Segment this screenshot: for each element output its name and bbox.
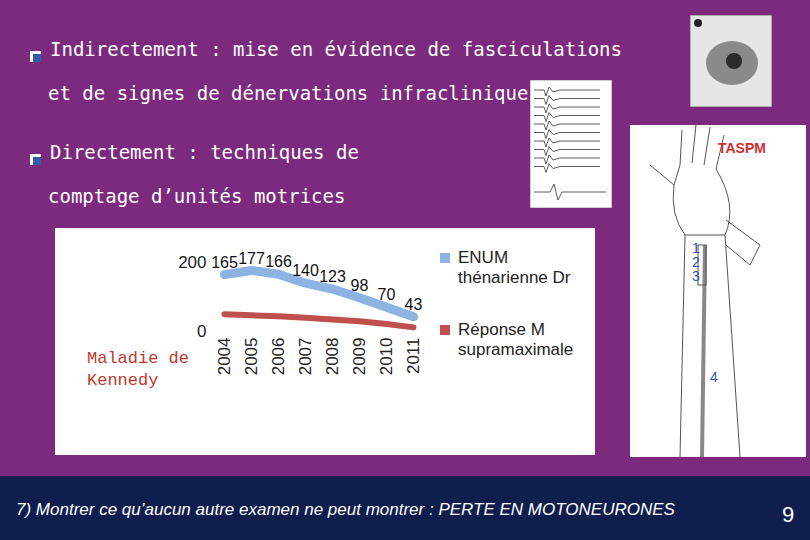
- html-text:Indirectement : mise en éviden: Indirectement : mise en évidence de fasc…: [50, 38, 622, 60]
- html-text:Maladie de Kennedy: Maladie de Kennedy: [87, 349, 189, 390]
- svg-text:98: 98: [351, 277, 369, 294]
- svg-text:2007: 2007: [296, 338, 315, 376]
- html-text:Réponse M supramaximale: Réponse M supramaximale: [458, 320, 574, 359]
- svg-text:2008: 2008: [323, 338, 342, 376]
- html-text:1: 1: [692, 240, 700, 256]
- svg-text:2011: 2011: [404, 338, 423, 375]
- svg-text:43: 43: [405, 296, 423, 313]
- html-text:3: 3: [692, 268, 700, 284]
- svg-text:2009: 2009: [350, 338, 369, 376]
- html-text:ENUM thénarienne Dr: ENUM thénarienne Dr: [458, 248, 571, 287]
- html-text:comptage d’unités motrices: comptage d’unités motrices: [48, 185, 346, 207]
- svg-text:2005: 2005: [242, 338, 261, 376]
- html-text:2: 2: [692, 254, 700, 270]
- svg-text:177: 177: [238, 250, 265, 267]
- html-text:7) Montrer ce qu’aucun autre e: 7) Montrer ce qu’aucun autre examen ne p…: [16, 500, 675, 519]
- svg-text:123: 123: [319, 268, 346, 285]
- svg-text:2006: 2006: [269, 338, 288, 376]
- svg-text:200: 200: [178, 253, 206, 272]
- html-text:4: 4: [710, 369, 718, 385]
- html-text:et de signes de dénervations i: et de signes de dénervations infracliniq…: [48, 82, 540, 104]
- svg-text:2004: 2004: [215, 338, 234, 376]
- svg-text:0: 0: [197, 322, 206, 341]
- svg-text:166: 166: [265, 253, 292, 270]
- html-text:9: 9: [782, 502, 795, 527]
- svg-text:70: 70: [378, 286, 396, 303]
- svg-text:165: 165: [211, 254, 238, 271]
- svg-text:2010: 2010: [377, 338, 396, 376]
- svg-text:140: 140: [292, 262, 319, 279]
- html-text:TASPM: TASPM: [718, 140, 766, 156]
- html-text:Directement : techniques de: Directement : techniques de: [50, 141, 359, 163]
